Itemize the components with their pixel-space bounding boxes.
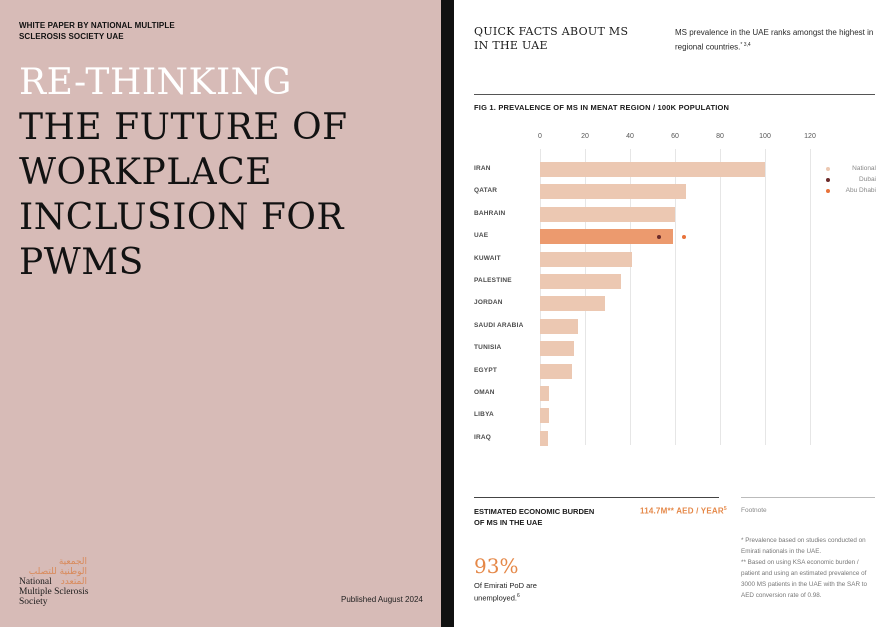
cover-page: WHITE PAPER BY NATIONAL MULTIPLE SCLEROS… (0, 0, 441, 627)
category-label-bahrain: BAHRAIN (474, 209, 506, 217)
category-label-libya: LIBYA (474, 411, 494, 419)
category-label-egypt: EGYPT (474, 366, 498, 374)
facts-title: QUICK FACTS ABOUT MS IN THE UAE (474, 25, 629, 52)
cover-kicker: WHITE PAPER BY NATIONAL MULTIPLE SCLEROS… (19, 21, 175, 41)
gridline (675, 149, 676, 445)
bar-uae (540, 229, 673, 245)
logo-arabic-line: المتعدد (60, 577, 87, 587)
x-tick-label: 0 (538, 133, 542, 140)
logo-arabic: الجمعية الوطنية للتصلب المتعدد (19, 557, 87, 587)
economic-title: ESTIMATED ECONOMIC BURDEN OF MS IN THE U… (474, 507, 595, 527)
bar-kuwait (540, 251, 633, 267)
headline-line: THE FUTURE OF (19, 107, 348, 148)
logo-arabic-line: الجمعية (58, 557, 87, 567)
logo-english: National Multiple Sclerosis Society (19, 577, 109, 607)
footnote-line: ** Based on using KSA economic burden / … (741, 559, 868, 599)
legend-label: National (852, 165, 876, 172)
bar-egypt (540, 363, 572, 379)
legend-item-abu-dhabi: Abu Dhabi (826, 185, 876, 196)
legend-item-dubai: Dubai (826, 174, 876, 185)
unemployment-label: Of Emirati PoD are unemployed.6 (474, 580, 564, 604)
category-label-uae: UAE (474, 232, 489, 240)
headline-line: WORKPLACE (19, 152, 272, 193)
logo-english-line: Society (19, 597, 48, 607)
gridline (720, 149, 721, 445)
divider (474, 497, 719, 498)
x-tick-label: 120 (804, 133, 816, 140)
x-tick-label: 20 (581, 133, 589, 140)
legend-label: Dubai (859, 176, 876, 183)
logo-english-line: Multiple Sclerosis (19, 587, 89, 597)
prevalence-chart: National Dubai Abu Dhabi 0 20 40 60 80 100 120 IR… (454, 125, 895, 455)
headline-line-light: RE-THINKING (19, 62, 292, 103)
society-logo: الجمعية الوطنية للتصلب المتعدد National … (19, 557, 129, 607)
gridline (810, 149, 811, 445)
category-label-iran: IRAN (474, 165, 491, 172)
legend-item-national: National (826, 163, 876, 174)
legend-swatch (826, 188, 830, 193)
unemployment-percent: 93% (474, 554, 519, 578)
gridline (630, 149, 631, 445)
divider (741, 497, 875, 498)
category-label-tunisia: TUNISIA (474, 344, 502, 352)
bar-palestine (540, 274, 621, 289)
unemployment-label-sup: 6 (516, 593, 520, 599)
x-tick-label: 100 (759, 133, 771, 140)
category-label-iraq: IRAQ (474, 433, 492, 441)
category-label-oman: OMAN (474, 389, 495, 396)
bar-jordan (540, 296, 606, 312)
gridline (765, 149, 766, 445)
logo-english-line: National (19, 577, 52, 587)
facts-text-sup: * 3,4 (740, 42, 751, 48)
footnote-body: * Prevalence based on studies conducted … (741, 535, 876, 601)
bar-oman (540, 386, 549, 401)
legend-swatch (826, 166, 830, 171)
headline-line: PWMS (19, 242, 144, 283)
category-label-saudi-arabia: SAUDI ARABIA (474, 321, 524, 329)
category-label-jordan: JORDAN (474, 299, 503, 307)
economic-value-sup: 5 (723, 506, 727, 512)
x-tick-label: 40 (626, 133, 634, 140)
x-tick-label: 60 (671, 133, 679, 140)
footnote-line: * Prevalence based on studies conducted … (741, 537, 866, 555)
published-date: Published August 2024 (341, 595, 423, 604)
bar-libya (540, 408, 549, 424)
figure-title: FIG 1. PREVALENCE OF MS IN MENAT REGION … (474, 103, 730, 112)
divider (474, 94, 875, 95)
category-label-palestine: PALESTINE (474, 277, 512, 284)
chart-legend: National Dubai Abu Dhabi (826, 163, 876, 196)
facts-text: MS prevalence in the UAE ranks amongst t… (675, 27, 875, 54)
logo-arabic-line: الوطنية للتصلب (28, 567, 87, 577)
bar-bahrain (540, 206, 675, 222)
bar-saudi-arabia (540, 318, 579, 334)
bar-iran (540, 162, 765, 177)
cover-headline: RE-THINKING THE FUTURE OF WORKPLACE INCL… (19, 60, 348, 285)
category-label-kuwait: KUWAIT (474, 254, 501, 262)
economic-value: 114.7M** AED / YEAR5 (640, 506, 727, 516)
bar-qatar (540, 184, 687, 200)
marker-dubai (657, 235, 662, 240)
unemployment-label-text: Of Emirati PoD are unemployed. (474, 581, 537, 603)
category-label-qatar: QATAR (474, 187, 498, 195)
legend-swatch (826, 177, 830, 182)
footnote-title: Footnote (741, 507, 767, 514)
bar-tunisia (540, 341, 574, 357)
economic-value-text: 114.7M** AED / YEAR (640, 506, 724, 516)
facts-text-body: MS prevalence in the UAE ranks amongst t… (675, 28, 874, 52)
bar-iraq (540, 430, 548, 446)
page-spine (441, 0, 454, 627)
marker-abu-dhabi (682, 235, 686, 240)
facts-page: QUICK FACTS ABOUT MS IN THE UAE MS preva… (454, 0, 895, 627)
x-tick-label: 80 (716, 133, 724, 140)
headline-line: INCLUSION FOR (19, 197, 344, 238)
legend-label: Abu Dhabi (845, 187, 876, 194)
